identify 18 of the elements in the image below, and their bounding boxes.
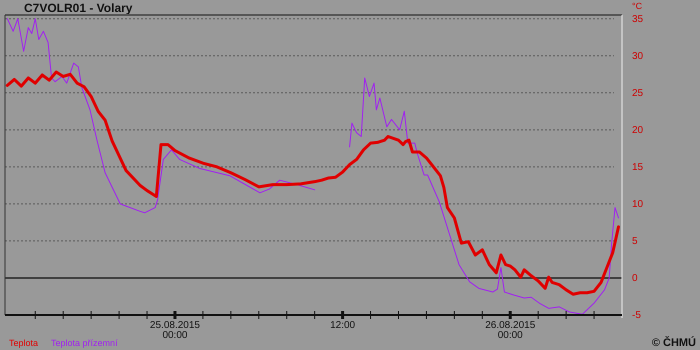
y-tick-label: 20	[632, 125, 644, 136]
y-tick-label: 15	[632, 162, 644, 174]
x-tick-label: 12:00	[330, 320, 356, 331]
y-tick-label: 0	[632, 273, 638, 284]
x-tick-label: 25.08.2015 00:00	[150, 320, 200, 341]
y-tick-label: 25	[632, 88, 644, 99]
x-tick-label: 26.08.2015 00:00	[485, 320, 536, 341]
chart-title: C7VOLR01 - Volary	[24, 1, 133, 15]
text: Teplota přízemní	[51, 338, 118, 348]
y-tick-label: 30	[632, 50, 644, 62]
text: © ČHMÚ	[652, 336, 696, 349]
line-series	[6, 70, 620, 296]
y-tick-label: 5	[632, 236, 638, 248]
y-tick-label: -5	[632, 310, 642, 322]
y-tick-label: 35	[632, 14, 644, 25]
text: Teplota	[9, 338, 38, 348]
y-axis-title: °C	[632, 1, 643, 11]
y-tick-label: 10	[632, 199, 644, 210]
